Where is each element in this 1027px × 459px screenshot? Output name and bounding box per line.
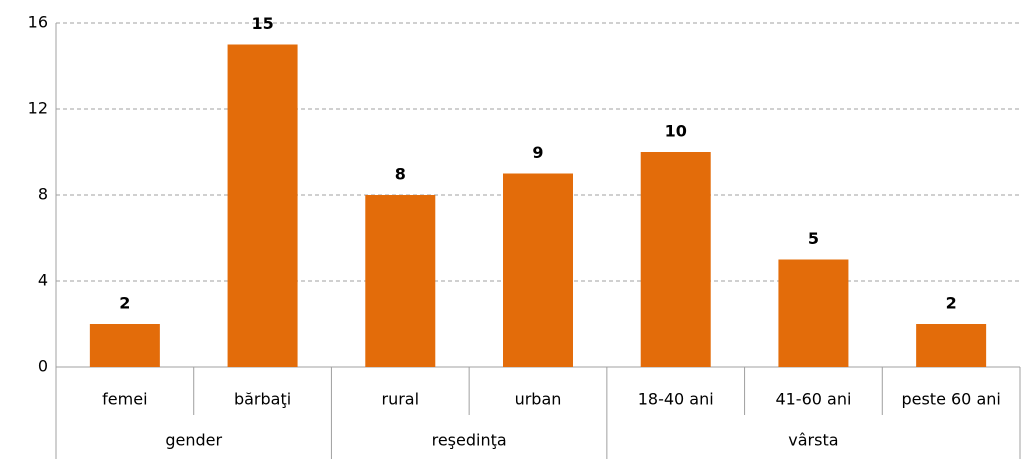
data-label: 10 xyxy=(665,122,687,141)
group-label: reşedinţa xyxy=(432,431,507,450)
data-label: 9 xyxy=(532,143,543,162)
y-tick-label: 16 xyxy=(28,13,48,32)
data-label: 15 xyxy=(251,14,273,33)
x-tick-label: peste 60 ani xyxy=(901,390,1000,409)
data-label: 5 xyxy=(808,229,819,248)
x-tick-label: urban xyxy=(515,390,562,409)
group-label: vârsta xyxy=(788,431,838,450)
x-tick-label: rural xyxy=(382,390,420,409)
bar xyxy=(227,44,298,367)
x-tick-label: 41-60 ani xyxy=(775,390,851,409)
bar xyxy=(916,324,987,367)
y-tick-label: 12 xyxy=(28,99,48,118)
y-tick-label: 0 xyxy=(38,357,48,376)
bar xyxy=(640,152,711,367)
data-label: 2 xyxy=(946,294,957,313)
x-tick-label: 18-40 ani xyxy=(638,390,714,409)
data-label: 2 xyxy=(119,294,130,313)
group-label: gender xyxy=(165,431,222,450)
bar xyxy=(89,324,160,367)
y-tick-label: 8 xyxy=(38,185,48,204)
y-tick-label: 4 xyxy=(38,271,48,290)
bar xyxy=(365,195,436,367)
x-tick-label: bărbaţi xyxy=(234,390,291,409)
bar xyxy=(778,259,849,367)
data-label: 8 xyxy=(395,165,406,184)
bar xyxy=(503,173,573,367)
x-tick-label: femei xyxy=(102,390,147,409)
